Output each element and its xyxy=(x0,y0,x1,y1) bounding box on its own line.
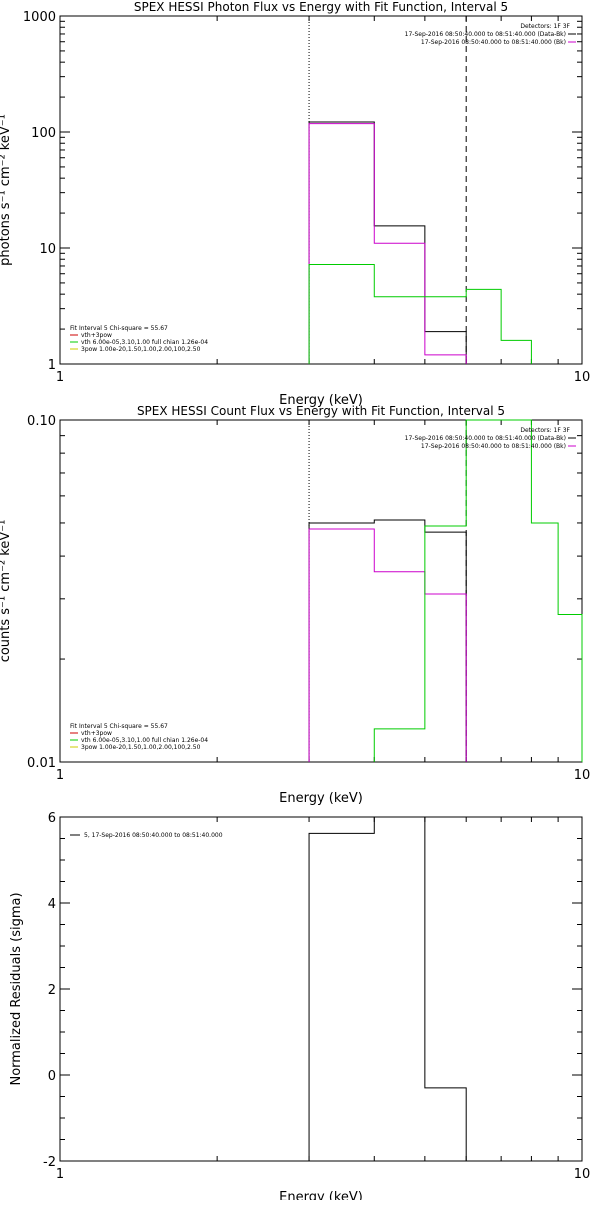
x-ticks xyxy=(59,16,583,364)
series-step-line xyxy=(308,123,467,364)
fit-legend-entry: 3pow 1.00e-20,1.50,1.00,2.00,100,2.50 xyxy=(81,744,201,751)
x-ticks xyxy=(59,420,583,762)
y-tick-label: 1 xyxy=(48,358,56,373)
y-tick-label: 0 xyxy=(48,1069,56,1084)
fit-legend-entry: 3pow 1.00e-20,1.50,1.00,2.00,100,2.50 xyxy=(81,346,201,353)
panel-2: 1 10 0.01 0.10 SPEX HESSI Count Flux vs Ener… xyxy=(0,404,590,806)
series-3 xyxy=(308,264,532,364)
y-axis-label: photons s⁻¹ cm⁻² keV⁻¹ xyxy=(0,114,13,266)
x-axis-label: Energy (keV) xyxy=(279,791,363,806)
y-tick-label: 100 xyxy=(31,126,56,141)
fit-legend: Fit Interval 5 Chi-square = 55.67vth+3po… xyxy=(70,325,208,353)
x-axis-label: Energy (keV) xyxy=(279,1190,363,1200)
x-axis-label: Energy (keV) xyxy=(279,393,363,408)
residual-legend: 5, 17-Sep-2016 08:50:40.000 to 08:51:40.… xyxy=(70,832,223,839)
series-step-line xyxy=(308,528,467,762)
x-tick-label: 10 xyxy=(574,1167,591,1182)
plot-frame xyxy=(59,419,583,763)
series-1 xyxy=(308,519,467,762)
x-tick-label: 10 xyxy=(574,768,591,783)
y-ticks xyxy=(60,816,582,1162)
series-step-line xyxy=(308,121,467,364)
series-1 xyxy=(308,816,467,1161)
fit-legend-entry: vth+3pow xyxy=(81,730,112,737)
y-tick-label: 6 xyxy=(48,811,56,826)
x-tick-label: 10 xyxy=(574,370,591,385)
y-tick-label: 4 xyxy=(48,897,56,912)
y-tick-label: 10 xyxy=(39,242,56,257)
x-tick-label: 1 xyxy=(56,1167,64,1182)
series-step-line xyxy=(308,816,467,1161)
series-3 xyxy=(373,419,583,762)
series-step-line xyxy=(373,419,583,762)
legend-entry: 17-Sep-2016 08:50:40.000 to 08:51:40.000… xyxy=(405,31,566,38)
residual-legend-entry: 5, 17-Sep-2016 08:50:40.000 to 08:51:40.… xyxy=(84,832,223,839)
series-1 xyxy=(308,121,467,364)
series-2 xyxy=(308,123,467,364)
fit-legend-entry: vth+3pow xyxy=(81,332,112,339)
y-tick-label: -2 xyxy=(43,1155,56,1170)
legend-entry: 17-Sep-2016 08:50:40.000 to 08:51:40.000… xyxy=(405,435,566,442)
y-axis-label: Normalized Residuals (sigma) xyxy=(9,892,24,1085)
chart-title: SPEX HESSI Photon Flux vs Energy with Fi… xyxy=(134,0,508,14)
plot-frame xyxy=(59,816,583,1162)
y-tick-label: 1000 xyxy=(23,10,56,25)
y-ticks xyxy=(60,15,582,365)
panel-3: 1 10 -2 0 2 4 6 Energy (keV) Normalized Residual… xyxy=(9,811,591,1205)
plot-frame xyxy=(59,15,583,365)
chart-title: SPEX HESSI Count Flux vs Energy with Fit… xyxy=(137,404,505,418)
y-ticks xyxy=(60,419,582,763)
panel-1: 1 10 1 10 100 1000 SPEX HESSI Photon Flux vs E… xyxy=(0,0,590,408)
fit-legend-entry: vth 6.00e-05,3.10,1.00 full chian 1.26e-… xyxy=(81,737,208,744)
legend-entry: 17-Sep-2016 08:50:40.000 to 08:51:40.000… xyxy=(421,443,566,450)
y-tick-label: 2 xyxy=(48,983,56,998)
x-tick-label: 1 xyxy=(56,768,64,783)
series-step-line xyxy=(308,519,467,762)
fit-legend-header: Fit Interval 5 Chi-square = 55.67 xyxy=(70,325,168,332)
fit-legend-header: Fit Interval 5 Chi-square = 55.67 xyxy=(70,723,168,730)
y-tick-label: 0.10 xyxy=(27,414,56,429)
y-tick-label: 0.01 xyxy=(27,756,56,771)
series-2 xyxy=(308,528,467,762)
x-tick-label: 1 xyxy=(56,370,64,385)
x-ticks xyxy=(59,817,583,1161)
legend-header: Detectors: 1F 3F xyxy=(520,23,570,30)
fit-legend-entry: vth 6.00e-05,3.10,1.00 full chian 1.26e-… xyxy=(81,339,208,346)
fit-legend: Fit Interval 5 Chi-square = 55.67vth+3po… xyxy=(70,723,208,751)
y-axis-label: counts s⁻¹ cm⁻² keV⁻¹ xyxy=(0,520,13,663)
legend-header: Detectors: 1F 3F xyxy=(520,427,570,434)
legend-entry: 17-Sep-2016 08:50:40.000 to 08:51:40.000… xyxy=(421,39,566,46)
series-step-line xyxy=(308,264,532,364)
